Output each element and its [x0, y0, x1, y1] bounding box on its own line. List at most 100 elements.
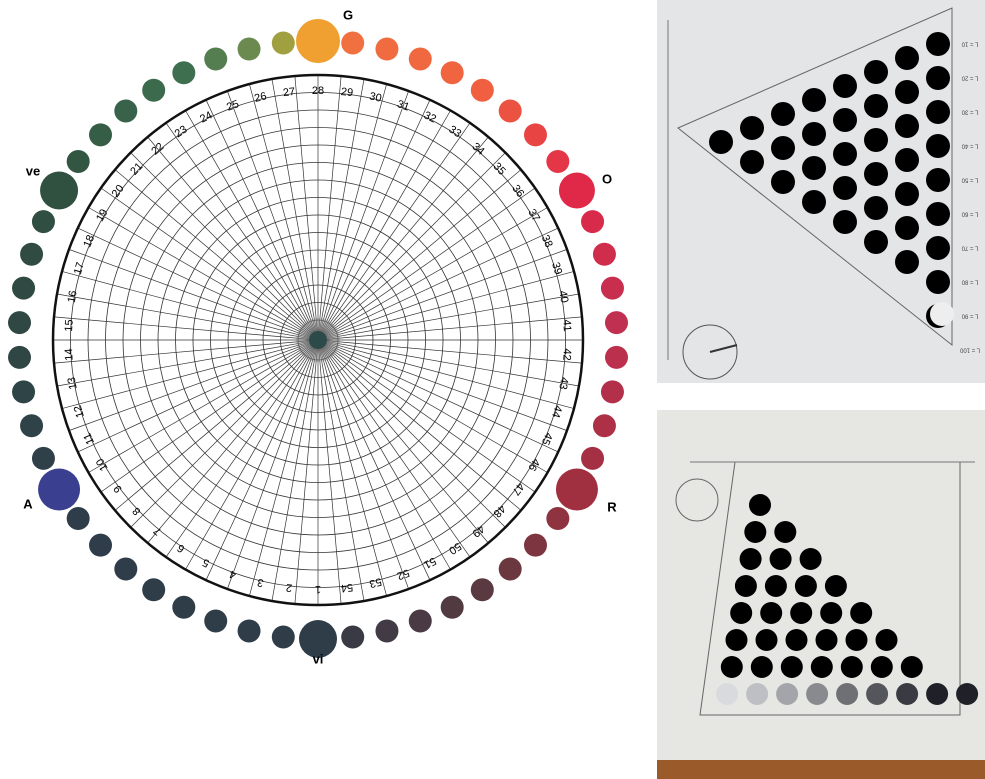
angle-number: 26: [253, 90, 268, 105]
sample-dot: [926, 134, 950, 158]
triangle-outline: [677, 7, 953, 347]
angle-number: 40: [556, 290, 570, 304]
angle-number: 54: [340, 581, 354, 594]
sample-dot: [794, 575, 817, 597]
color-swatch: [555, 468, 598, 511]
grid-radial: [323, 316, 583, 340]
sample-dot: [926, 236, 950, 260]
sample-dot: [926, 100, 950, 124]
angle-number: 24: [198, 109, 214, 125]
sample-dot: [806, 683, 829, 705]
sample-dot: [802, 156, 826, 180]
grid-radial: [294, 75, 318, 335]
grid-radial: [319, 345, 387, 597]
grid-radial: [53, 316, 313, 340]
angle-number: 1: [315, 583, 321, 595]
grid-radial: [100, 187, 314, 337]
grid-radial: [323, 340, 583, 364]
color-swatch: [271, 31, 295, 55]
sample-dot: [764, 575, 787, 597]
color-swatch: [498, 557, 522, 581]
photo-blue-triangle: L = 10 L = 20 L = 30 L = 40 L = 50 L = 60 L = …: [657, 0, 985, 383]
grid-radial: [320, 99, 431, 335]
sample-dot: [926, 32, 950, 56]
lightness-label: L = 80: [961, 278, 978, 284]
angle-number: 36: [509, 183, 526, 200]
grid-radial: [88, 207, 313, 338]
color-swatch: [375, 37, 399, 61]
sample-dot: [750, 656, 773, 678]
color-swatch: [172, 61, 196, 85]
angle-number: 44: [549, 404, 564, 419]
sample-dot: [739, 548, 762, 570]
grid-radial: [61, 341, 313, 409]
grid-radial: [322, 343, 536, 493]
hue-icon: [682, 324, 738, 380]
color-swatch: [440, 595, 464, 619]
sample-dot: [926, 683, 949, 705]
sample-dot: [840, 656, 863, 678]
sample-dot: [785, 629, 808, 651]
angle-number: 18: [81, 233, 97, 249]
grid-radial: [227, 90, 317, 335]
color-swatch: [408, 47, 432, 71]
hue-label: vi: [313, 651, 324, 666]
sample-dot: [774, 521, 797, 543]
angle-number: 43: [556, 376, 570, 390]
color-swatch: [40, 171, 79, 210]
outer-circle: [51, 73, 585, 607]
hue-icon: [675, 478, 719, 522]
color-swatch: [600, 276, 624, 300]
sample-dot: [730, 602, 753, 624]
sample-dot: [755, 629, 778, 651]
grid-radial: [271, 345, 318, 602]
color-swatch: [546, 149, 570, 173]
grid-radial: [322, 169, 522, 337]
lightness-label: L = 20: [961, 74, 978, 80]
lightness-label: L = 10: [961, 40, 978, 46]
sample-dot: [895, 148, 919, 172]
color-swatch: [600, 380, 624, 404]
color-swatch: [440, 61, 464, 85]
angle-number: 33: [446, 124, 463, 141]
hue-label: ve: [26, 163, 40, 178]
grid-radial: [319, 83, 387, 335]
angle-number: 19: [94, 207, 111, 224]
sample-dot: [926, 202, 950, 226]
grid-radial: [205, 99, 316, 335]
color-swatch: [498, 99, 522, 123]
sample-dot: [866, 683, 889, 705]
color-swatch: [592, 414, 616, 438]
color-swatch: [299, 620, 337, 658]
grid-radial: [323, 341, 568, 431]
sample-dot: [769, 548, 792, 570]
grid-radial: [318, 78, 365, 335]
color-swatch: [20, 242, 44, 266]
grid-radial: [68, 341, 313, 431]
sample-dot: [895, 216, 919, 240]
sample-dot: [709, 130, 733, 154]
angle-number: 23: [173, 124, 190, 141]
color-swatch: [523, 533, 547, 557]
color-swatch: [31, 210, 55, 234]
angle-number: 29: [340, 86, 354, 99]
lightness-label: L = 30: [961, 108, 978, 114]
angle-number: 45: [539, 431, 555, 447]
angle-number: 10: [94, 456, 111, 473]
sample-dot: [771, 102, 795, 126]
sample-dot: [810, 656, 833, 678]
color-swatch: [375, 619, 399, 643]
sample-dot: [734, 575, 757, 597]
photo-yellow-triangle: [657, 410, 985, 779]
sample-dot: [744, 521, 767, 543]
angle-number: 41: [560, 319, 573, 332]
grid-radial: [130, 152, 315, 337]
color-swatch: [592, 242, 616, 266]
grid-radial: [323, 341, 575, 409]
color-swatch: [89, 123, 113, 147]
angle-number: 3: [256, 576, 265, 589]
color-swatch: [38, 468, 81, 511]
sample-dot: [926, 66, 950, 90]
angle-number: 27: [282, 86, 296, 99]
grid-radial: [321, 122, 471, 336]
